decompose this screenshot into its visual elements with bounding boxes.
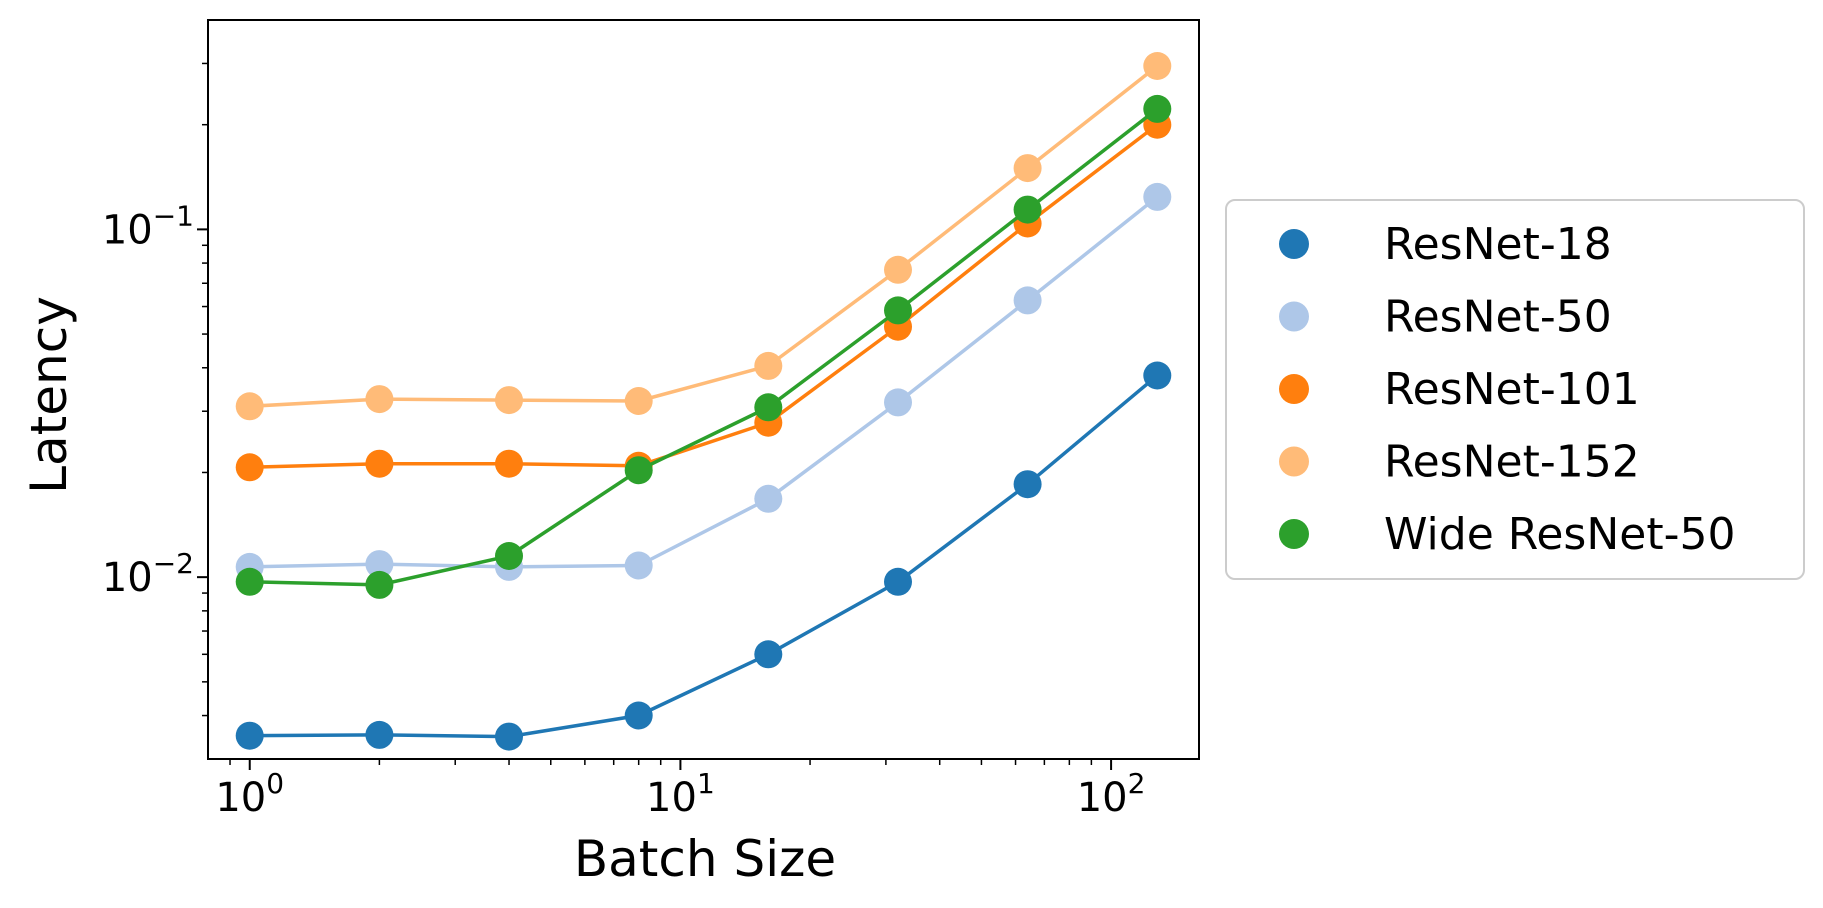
data-point — [495, 386, 523, 415]
data-point — [235, 453, 264, 482]
data-point — [235, 567, 264, 596]
y-tick-label: 10−2 — [102, 547, 194, 601]
data-point — [495, 722, 523, 751]
data-point — [365, 720, 394, 749]
data-point — [1143, 182, 1172, 211]
series-line-0 — [249, 374, 1159, 739]
y-tick-label: 10−1 — [102, 199, 194, 253]
data-point — [754, 484, 783, 513]
legend-marker — [1279, 301, 1309, 332]
data-point — [884, 388, 912, 417]
data-point — [235, 721, 264, 750]
legend-marker — [1279, 519, 1309, 549]
data-point — [624, 387, 653, 415]
legend-marker — [1279, 374, 1309, 404]
data-point — [365, 550, 394, 579]
data-point — [754, 351, 783, 380]
legend-box — [1225, 199, 1805, 580]
x-tick-label: 101 — [646, 767, 715, 821]
data-point — [365, 449, 394, 478]
data-point — [624, 551, 653, 580]
legend-marker — [1279, 229, 1309, 259]
data-point — [1143, 52, 1172, 80]
legend-label: ResNet-101 — [1384, 364, 1640, 415]
data-point — [624, 456, 653, 485]
series-line-4 — [249, 107, 1159, 587]
data-point — [365, 385, 394, 414]
axes: 100 101 102 10−2 10−1 — [102, 19, 1200, 821]
series-line-2 — [249, 123, 1159, 470]
legend-label: Wide ResNet-50 — [1384, 509, 1735, 560]
data-point — [365, 570, 394, 599]
data-point — [1013, 470, 1042, 499]
plot-frame — [207, 19, 1200, 760]
data-point — [1143, 94, 1172, 123]
data-point — [884, 567, 912, 596]
series-line-3 — [249, 64, 1159, 409]
data-point — [884, 255, 912, 284]
legend-label: ResNet-50 — [1384, 292, 1612, 343]
data-point — [1013, 154, 1042, 183]
y-axis-label: Latency — [20, 296, 78, 494]
x-axis-label: Batch Size — [574, 830, 836, 888]
legend-label: ResNet-152 — [1384, 437, 1640, 488]
data-point — [495, 542, 523, 570]
data-point — [1013, 195, 1042, 224]
data-point — [1013, 286, 1042, 315]
x-tick-label: 100 — [215, 767, 284, 821]
legend-marker — [1279, 446, 1309, 477]
data-point — [754, 640, 783, 669]
data-point — [1143, 361, 1172, 390]
data-point — [754, 393, 783, 422]
data-point — [624, 701, 653, 730]
x-tick-label: 102 — [1077, 767, 1146, 821]
data-point — [495, 449, 523, 478]
data-point — [235, 392, 264, 421]
plot-layer — [235, 52, 1172, 751]
data-point — [884, 296, 912, 325]
legend-label: ResNet-18 — [1384, 219, 1612, 270]
series-line-1 — [249, 195, 1159, 569]
legend: ResNet-18 ResNet-50 ResNet-101 ResNet-152 Wi… — [1225, 199, 1805, 580]
